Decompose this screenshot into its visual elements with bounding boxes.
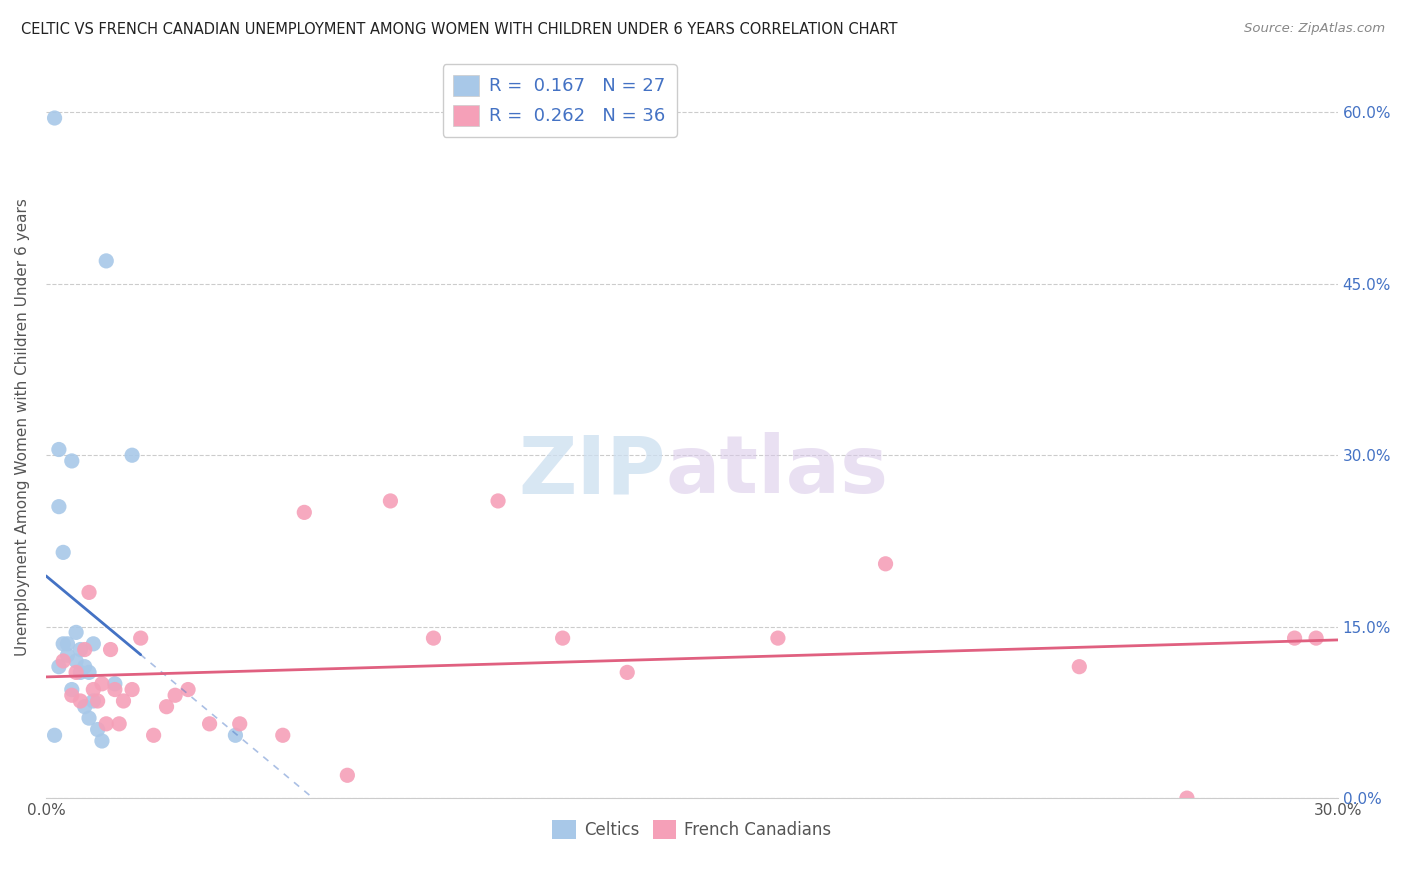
Point bbox=[52, 545, 75, 559]
Point bbox=[766, 631, 789, 645]
Point bbox=[56, 637, 79, 651]
Point bbox=[77, 711, 100, 725]
Point bbox=[86, 694, 108, 708]
Point bbox=[60, 688, 83, 702]
Point bbox=[142, 728, 165, 742]
Point bbox=[271, 728, 294, 742]
Text: atlas: atlas bbox=[666, 433, 889, 510]
Point bbox=[91, 677, 114, 691]
Point bbox=[56, 648, 79, 663]
Text: CELTIC VS FRENCH CANADIAN UNEMPLOYMENT AMONG WOMEN WITH CHILDREN UNDER 6 YEARS C: CELTIC VS FRENCH CANADIAN UNEMPLOYMENT A… bbox=[21, 22, 897, 37]
Point bbox=[129, 631, 152, 645]
Point bbox=[177, 682, 200, 697]
Point bbox=[69, 665, 91, 680]
Point bbox=[108, 716, 131, 731]
Point bbox=[65, 654, 87, 668]
Y-axis label: Unemployment Among Women with Children Under 6 years: Unemployment Among Women with Children U… bbox=[15, 198, 30, 656]
Point bbox=[73, 642, 96, 657]
Point bbox=[1305, 631, 1327, 645]
Point bbox=[82, 694, 104, 708]
Point bbox=[86, 723, 108, 737]
Point bbox=[121, 448, 143, 462]
Point bbox=[112, 694, 135, 708]
Point bbox=[1284, 631, 1306, 645]
Point bbox=[82, 637, 104, 651]
Point bbox=[82, 682, 104, 697]
Point bbox=[121, 682, 143, 697]
Text: Source: ZipAtlas.com: Source: ZipAtlas.com bbox=[1244, 22, 1385, 36]
Point bbox=[96, 253, 118, 268]
Point bbox=[380, 494, 402, 508]
Point bbox=[292, 505, 315, 519]
Point bbox=[224, 728, 246, 742]
Legend: Celtics, French Canadians: Celtics, French Canadians bbox=[546, 813, 838, 846]
Point bbox=[422, 631, 444, 645]
Point bbox=[198, 716, 221, 731]
Point bbox=[48, 659, 70, 673]
Point bbox=[60, 682, 83, 697]
Point bbox=[65, 625, 87, 640]
Point bbox=[77, 585, 100, 599]
Point bbox=[60, 454, 83, 468]
Point bbox=[875, 557, 897, 571]
Point bbox=[228, 716, 250, 731]
Point bbox=[52, 654, 75, 668]
Point bbox=[1175, 791, 1198, 805]
Point bbox=[44, 111, 66, 125]
Text: ZIP: ZIP bbox=[519, 433, 666, 510]
Point bbox=[336, 768, 359, 782]
Point bbox=[44, 728, 66, 742]
Point bbox=[104, 682, 127, 697]
Point bbox=[73, 659, 96, 673]
Point bbox=[165, 688, 187, 702]
Point bbox=[104, 677, 127, 691]
Point bbox=[100, 642, 122, 657]
Point bbox=[48, 500, 70, 514]
Point bbox=[96, 716, 118, 731]
Point bbox=[155, 699, 177, 714]
Point bbox=[69, 694, 91, 708]
Point bbox=[1069, 659, 1091, 673]
Point bbox=[486, 494, 509, 508]
Point bbox=[77, 665, 100, 680]
Point bbox=[48, 442, 70, 457]
Point bbox=[73, 699, 96, 714]
Point bbox=[69, 642, 91, 657]
Point bbox=[616, 665, 638, 680]
Point bbox=[551, 631, 574, 645]
Point bbox=[65, 665, 87, 680]
Point bbox=[52, 637, 75, 651]
Point bbox=[91, 734, 114, 748]
